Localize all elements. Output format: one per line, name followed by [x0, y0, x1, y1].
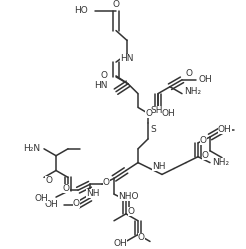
Text: O: O: [45, 176, 52, 185]
Text: OH: OH: [162, 109, 176, 118]
Text: O: O: [128, 207, 135, 216]
Text: O: O: [103, 178, 110, 187]
Text: NH₂: NH₂: [212, 158, 229, 167]
Text: HN: HN: [94, 81, 108, 90]
Text: HN: HN: [120, 54, 134, 63]
Text: NH: NH: [152, 162, 166, 171]
Text: O: O: [145, 109, 152, 118]
Text: HO: HO: [74, 6, 88, 15]
Text: O: O: [63, 184, 70, 193]
Text: O: O: [101, 71, 108, 80]
Text: O: O: [186, 69, 193, 78]
Text: OH: OH: [199, 75, 213, 84]
Text: H₂N: H₂N: [23, 144, 40, 153]
Text: OH: OH: [34, 193, 48, 203]
Text: NH₂: NH₂: [184, 87, 201, 96]
Text: SH: SH: [150, 106, 163, 115]
Text: OH: OH: [44, 199, 58, 208]
Text: NH: NH: [87, 189, 100, 198]
Text: NHO: NHO: [118, 192, 138, 201]
Text: OH: OH: [218, 124, 232, 134]
Text: O: O: [112, 0, 120, 9]
Text: OH: OH: [113, 239, 127, 248]
Text: S: S: [150, 124, 156, 134]
Text: O: O: [202, 151, 209, 160]
Text: O: O: [138, 233, 145, 242]
Text: O: O: [73, 198, 80, 207]
Text: O: O: [200, 136, 207, 145]
